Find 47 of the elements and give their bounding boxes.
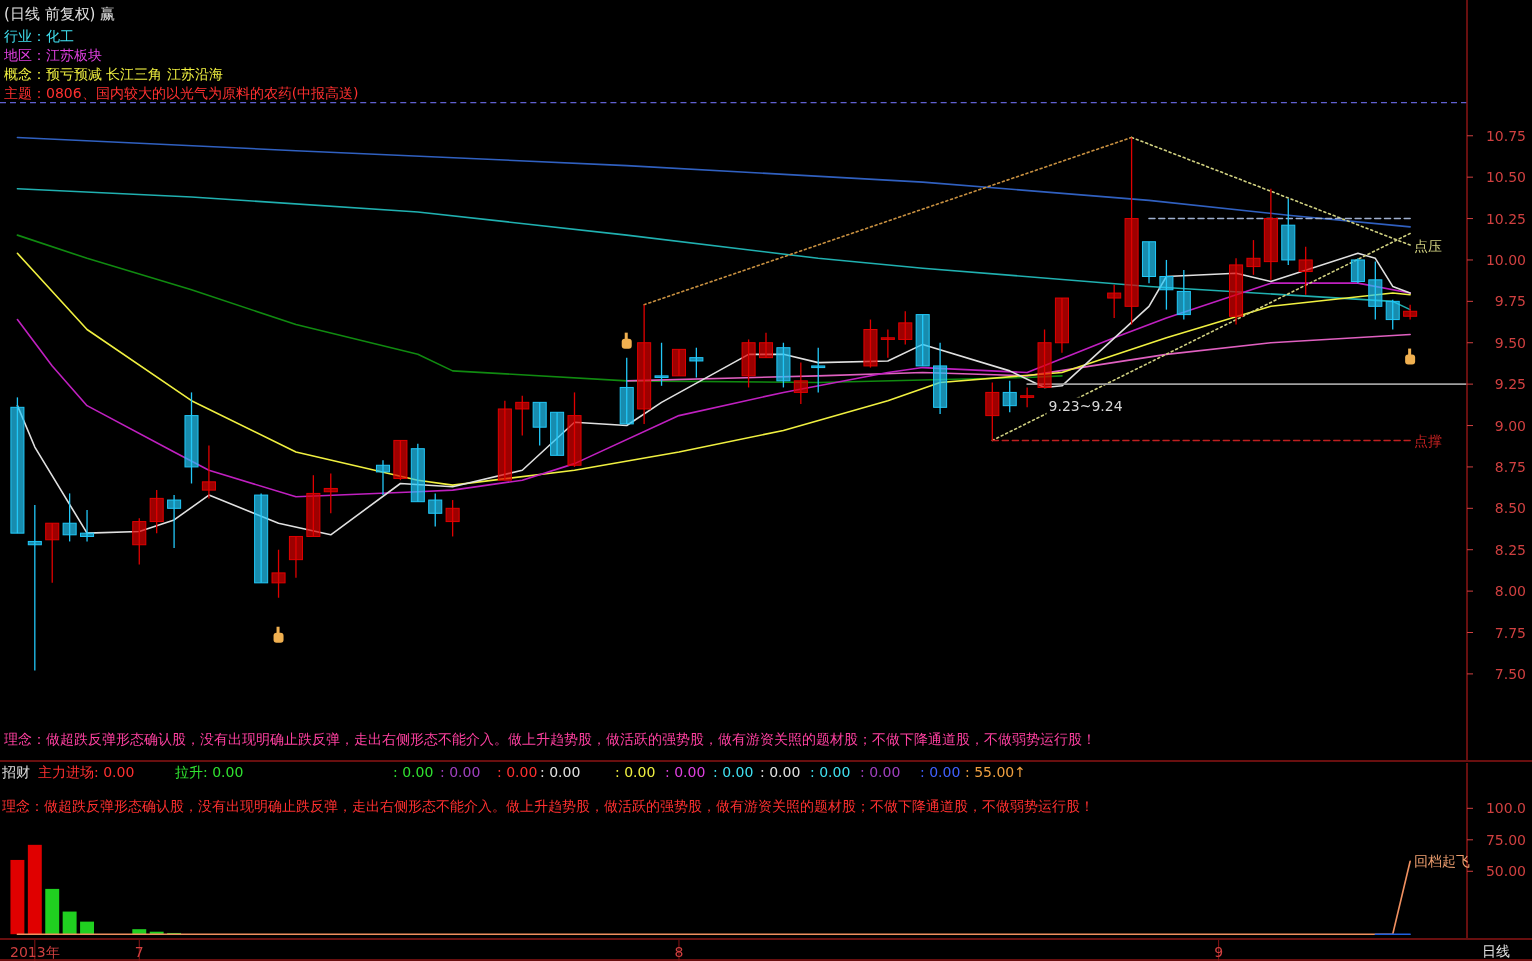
y-tick-label: 10.50: [1485, 169, 1526, 186]
y-tick-label: 10.75: [1485, 127, 1526, 144]
annotation: 概念：预亏预减 长江三角 江苏沿海: [4, 66, 223, 82]
series-label: 点压: [1414, 238, 1443, 255]
annotation: 拉升: 0.00: [175, 764, 244, 780]
annotation: 地区：江苏板块: [3, 47, 102, 63]
x-tick-label: 2013年: [10, 944, 60, 960]
series-label: 点撑: [1414, 433, 1443, 450]
annotation: : 0.00: [393, 764, 434, 780]
text: 日线: [1482, 943, 1510, 959]
annotation: 主题：0806、国内较大的以光气为原料的农药(中报高送): [4, 85, 359, 101]
y-tick-label: 9.50: [1494, 334, 1526, 351]
y-tick-label: 9.75: [1494, 293, 1526, 310]
y-tick-label: 8.75: [1494, 458, 1526, 475]
x-tick-label: 7: [134, 944, 144, 960]
annotation: 理念：做超跌反弹形态确认股，没有出现明确止跌反弹，走出右侧形态不能介入。做上升趋势股，做活跃的强势股，做有游资关照的题材股；不做下降通道股，不做弱势运行股！: [4, 731, 1096, 747]
annotation: 理念：做超跌反弹形态确认股，没有出现明确止跌反弹，走出右侧形态不能介入。做上升趋势股，做活跃的强势股，做有游资关照的题材股；不做下降通道股，不做弱势运行股！: [2, 798, 1094, 814]
annotation: : 0.00: [920, 764, 961, 780]
annotation: 9.23~9.24: [1048, 398, 1123, 415]
chart-title: (日线 前复权) 赢: [4, 5, 116, 23]
annotation: : 0.00: [497, 764, 538, 780]
annotation: : 0.00: [540, 764, 581, 780]
y-tick-label: 9.00: [1494, 417, 1526, 434]
y-tick-label: 100.0: [1485, 800, 1526, 817]
annotation: : 0.00: [760, 764, 801, 780]
y-tick-label: 8.50: [1494, 500, 1526, 517]
annotation: : 55.00↑: [965, 764, 1026, 780]
y-tick-label: 8.25: [1494, 541, 1526, 558]
y-tick-label: 10.25: [1485, 210, 1526, 227]
y-tick-label: 7.50: [1494, 665, 1526, 682]
annotation: : 0.00: [810, 764, 851, 780]
y-tick-label: 50.00: [1485, 863, 1526, 880]
annotation: : 0.00: [440, 764, 481, 780]
annotation: : 0.00: [615, 764, 656, 780]
annotation: 行业：化工: [4, 28, 74, 44]
annotation: 招财: [1, 764, 30, 780]
y-tick-label: 8.00: [1494, 583, 1526, 600]
annotation: : 0.00: [860, 764, 901, 780]
x-tick-label: 8: [674, 944, 684, 960]
y-tick-label: 10.00: [1485, 251, 1526, 268]
y-tick-label: 7.75: [1494, 624, 1526, 641]
annotation: : 0.00: [665, 764, 706, 780]
annotation: 主力进场: 0.00: [38, 764, 135, 780]
y-tick-label: 75.00: [1485, 831, 1526, 848]
annotation: 回档起飞: [1414, 853, 1471, 870]
y-tick-label: 9.25: [1494, 376, 1526, 393]
annotation: : 0.00: [713, 764, 754, 780]
